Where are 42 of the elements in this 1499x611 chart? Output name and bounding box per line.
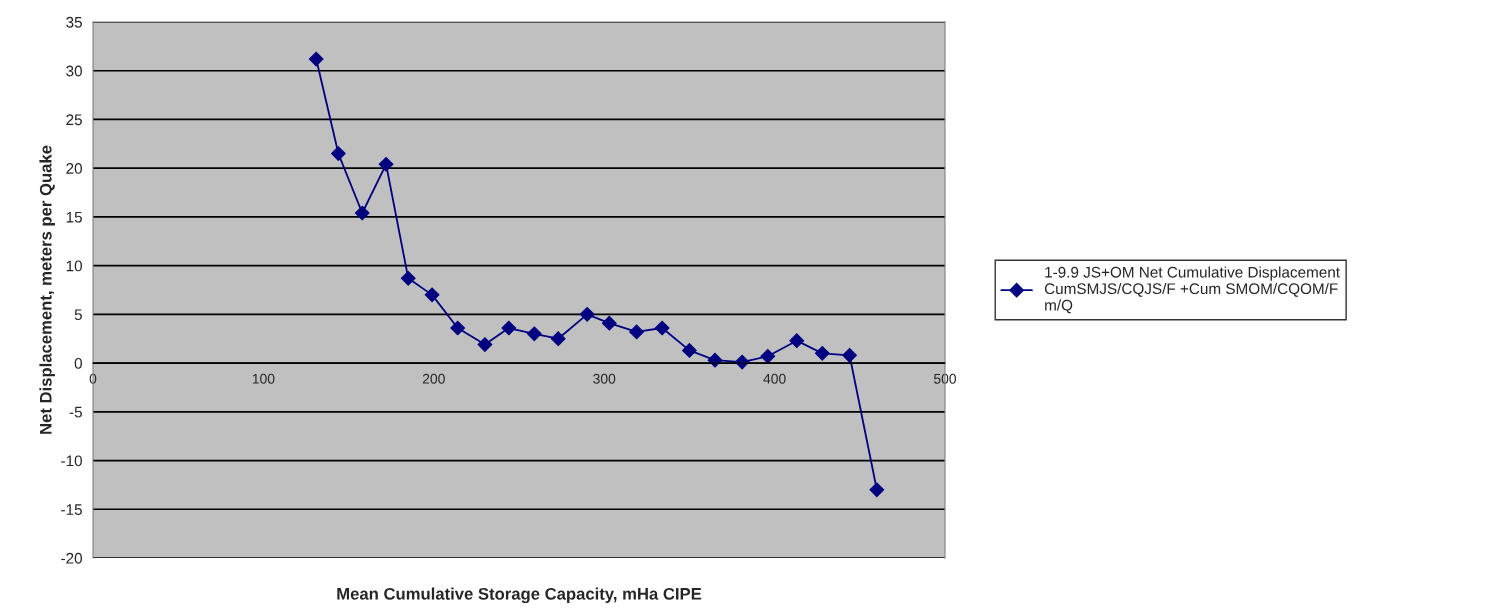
- point: [654, 320, 670, 336]
- point: [579, 306, 595, 322]
- point: [378, 156, 394, 172]
- y-tick-label: 35: [66, 16, 82, 28]
- y-tick-label: 5: [74, 309, 82, 321]
- y-tick-label: -15: [61, 504, 82, 515]
- point: [760, 348, 776, 364]
- x-tick-label: 0: [89, 373, 97, 384]
- x-axis-title: Mean Cumulative Storage Capacity, mHa CIPE: [337, 587, 702, 604]
- point: [330, 146, 346, 161]
- point: [526, 326, 542, 342]
- point: [450, 320, 466, 336]
- point: [501, 320, 517, 336]
- point: [400, 270, 416, 286]
- y-tick-label: -5: [69, 406, 82, 418]
- y-tick-label: 10: [66, 260, 82, 272]
- x-tick-label: 200: [422, 373, 445, 384]
- point: [869, 482, 885, 498]
- y-tick-label: 25: [66, 114, 82, 126]
- point: [842, 347, 857, 363]
- point: [629, 324, 644, 340]
- point: [814, 345, 830, 361]
- x-tick-label: 400: [763, 373, 786, 384]
- y-tick-label: -20: [61, 552, 82, 564]
- point: [550, 331, 566, 347]
- y-axis-title: Net Displacement, meters per Quake: [39, 145, 55, 434]
- point: [789, 333, 805, 349]
- y-tick-label: 0: [74, 357, 82, 369]
- point: [682, 343, 697, 358]
- y-tick-label: -10: [61, 455, 82, 467]
- point: [601, 315, 617, 331]
- point: [308, 51, 324, 67]
- y-tick-label: 20: [66, 163, 82, 174]
- y-tick-label: 15: [66, 211, 82, 223]
- point: [354, 205, 370, 221]
- x-tick-label: 100: [252, 373, 275, 384]
- point: [477, 337, 493, 352]
- point: [424, 287, 440, 303]
- y-tick-label: 30: [66, 65, 82, 77]
- legend-label: 1-9.9 JS+OM Net Cumulative Displacement CumSMJS/CQJS/F +Cum SMOM/CQOM/F m/Q: [1044, 266, 1340, 314]
- x-tick-label: 500: [933, 373, 957, 384]
- x-tick-label: 300: [593, 373, 616, 384]
